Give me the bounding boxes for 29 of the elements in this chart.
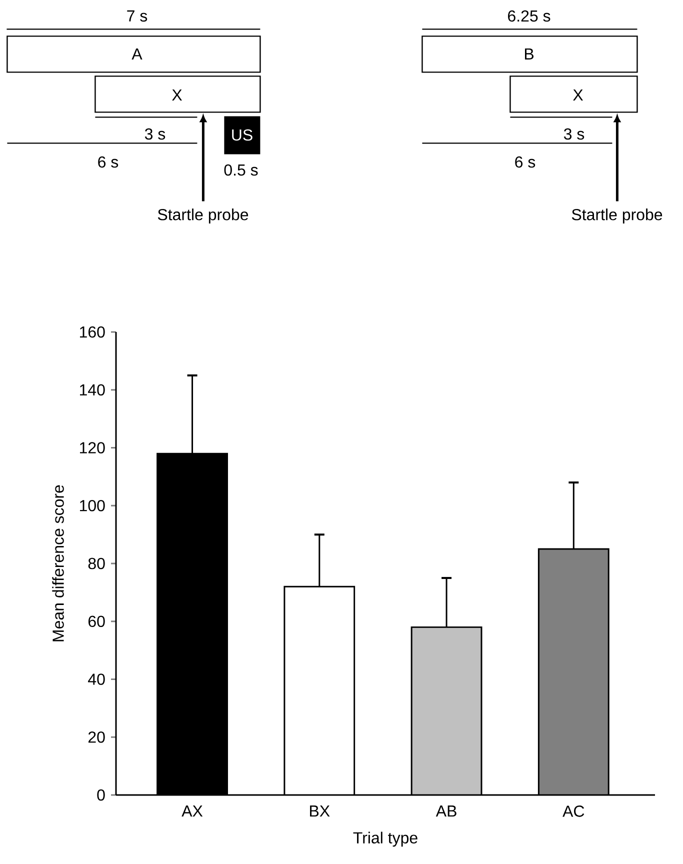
text: 3 s	[144, 128, 165, 140]
text: 3 s	[564, 128, 584, 140]
text: A	[132, 48, 142, 60]
text: X	[572, 89, 583, 101]
x-tick-label: AX	[182, 806, 203, 817]
text: US	[232, 129, 252, 141]
y-tick-label: 100	[80, 500, 105, 512]
y-tick-label: 140	[80, 384, 105, 396]
y-axis-title: Mean difference score	[52, 485, 64, 642]
y-tick-label: 20	[88, 731, 105, 743]
y-tick-label: 120	[80, 442, 105, 454]
text: 6.25 s	[508, 10, 550, 22]
y-tick-label: 40	[88, 674, 105, 685]
text: Startle probe	[572, 208, 662, 224]
text: 7 s	[127, 10, 147, 22]
text: Startle probe	[158, 208, 248, 224]
y-tick-label: 60	[88, 616, 105, 628]
x-axis-title: Trial type	[353, 832, 418, 847]
text: X	[172, 89, 182, 101]
y-tick-label: 160	[80, 326, 105, 338]
text: 6 s	[515, 156, 535, 168]
y-tick-label: 0	[97, 789, 105, 801]
x-tick-label: BX	[310, 806, 330, 817]
text: B	[524, 48, 534, 60]
x-tick-label: AC	[562, 806, 584, 817]
y-tick-label: 80	[88, 558, 105, 570]
x-tick-label: AB	[436, 806, 456, 817]
text: 0.5 s	[224, 164, 258, 176]
text: 6 s	[98, 156, 118, 168]
